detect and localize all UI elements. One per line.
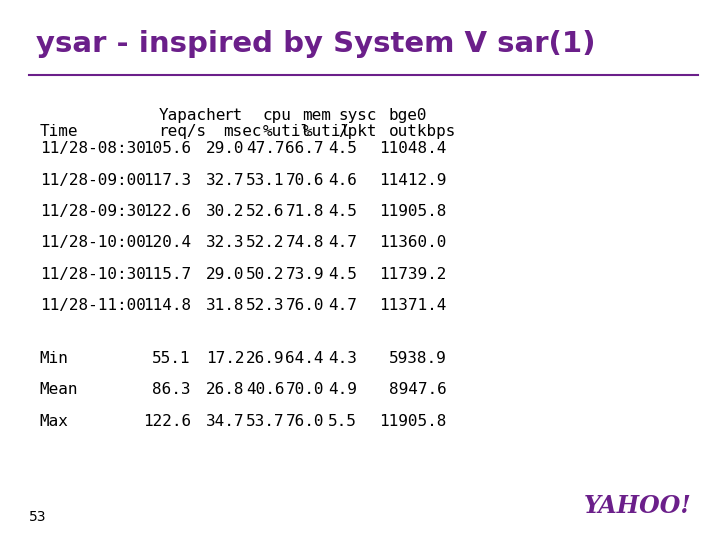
Text: 32.7: 32.7 [207,173,245,188]
Text: 55.1: 55.1 [153,351,191,366]
Text: 53.1: 53.1 [246,173,284,188]
Text: 114.8: 114.8 [143,298,191,313]
Text: Time: Time [40,124,78,139]
Text: 86.3: 86.3 [153,382,191,397]
Text: 4.7: 4.7 [328,235,357,251]
Text: 73.9: 73.9 [286,267,324,282]
Text: 4.7: 4.7 [328,298,357,313]
Text: 120.4: 120.4 [143,235,191,251]
Text: 11048.4: 11048.4 [379,141,446,157]
Text: ysar - inspired by System V sar(1): ysar - inspired by System V sar(1) [36,30,595,58]
Text: 29.0: 29.0 [207,141,245,157]
Text: 70.0: 70.0 [286,382,324,397]
Text: 11739.2: 11739.2 [379,267,446,282]
Text: 11412.9: 11412.9 [379,173,446,188]
Text: 71.8: 71.8 [286,204,324,219]
Text: msec: msec [223,124,261,139]
Text: 30.2: 30.2 [207,204,245,219]
Text: 11/28-11:00: 11/28-11:00 [40,298,145,313]
Text: Mean: Mean [40,382,78,397]
Text: 4.3: 4.3 [328,351,357,366]
Text: rt: rt [223,108,243,123]
Text: 11/28-09:30: 11/28-09:30 [40,204,145,219]
Text: Yapache: Yapache [158,108,226,123]
Text: 105.6: 105.6 [143,141,191,157]
Text: 11905.8: 11905.8 [379,414,446,429]
Text: 11/28-09:00: 11/28-09:00 [40,173,145,188]
Text: 4.9: 4.9 [328,382,357,397]
Text: 76.0: 76.0 [286,414,324,429]
Text: mem: mem [302,108,331,123]
Text: 76.0: 76.0 [286,298,324,313]
Text: 50.2: 50.2 [246,267,284,282]
Text: 53: 53 [29,510,46,524]
Text: 52.2: 52.2 [246,235,284,251]
Text: 117.3: 117.3 [143,173,191,188]
Text: 4.6: 4.6 [328,173,357,188]
Text: 40.6: 40.6 [246,382,284,397]
Text: 29.0: 29.0 [207,267,245,282]
Text: 47.7: 47.7 [246,141,284,157]
Text: bge0: bge0 [389,108,427,123]
Text: 11905.8: 11905.8 [379,204,446,219]
Text: sysc: sysc [338,108,377,123]
Text: 11/28-10:00: 11/28-10:00 [40,235,145,251]
Text: req/s: req/s [158,124,207,139]
Text: 26.9: 26.9 [246,351,284,366]
Text: Max: Max [40,414,68,429]
Text: 4.5: 4.5 [328,267,357,282]
Text: 64.4: 64.4 [286,351,324,366]
Text: 34.7: 34.7 [207,414,245,429]
Text: 52.3: 52.3 [246,298,284,313]
Text: 11371.4: 11371.4 [379,298,446,313]
Text: 115.7: 115.7 [143,267,191,282]
Text: 52.6: 52.6 [246,204,284,219]
Text: 122.6: 122.6 [143,204,191,219]
Text: 11360.0: 11360.0 [379,235,446,251]
Text: YAHOO!: YAHOO! [583,495,691,518]
Text: 53.7: 53.7 [246,414,284,429]
Text: 17.2: 17.2 [207,351,245,366]
Text: 26.8: 26.8 [207,382,245,397]
Text: 5.5: 5.5 [328,414,357,429]
Text: 8947.6: 8947.6 [389,382,446,397]
Text: outkbps: outkbps [389,124,456,139]
Text: 4.5: 4.5 [328,204,357,219]
Text: 5938.9: 5938.9 [389,351,446,366]
Text: 11/28-08:30: 11/28-08:30 [40,141,145,157]
Text: Min: Min [40,351,68,366]
Text: %util: %util [263,124,311,139]
Text: 4.5: 4.5 [328,141,357,157]
Text: 74.8: 74.8 [286,235,324,251]
Text: 122.6: 122.6 [143,414,191,429]
Text: 66.7: 66.7 [286,141,324,157]
Text: %util: %util [302,124,351,139]
Text: cpu: cpu [263,108,292,123]
Text: 32.3: 32.3 [207,235,245,251]
Text: 11/28-10:30: 11/28-10:30 [40,267,145,282]
Text: 31.8: 31.8 [207,298,245,313]
Text: /pkt: /pkt [338,124,377,139]
Text: 70.6: 70.6 [286,173,324,188]
